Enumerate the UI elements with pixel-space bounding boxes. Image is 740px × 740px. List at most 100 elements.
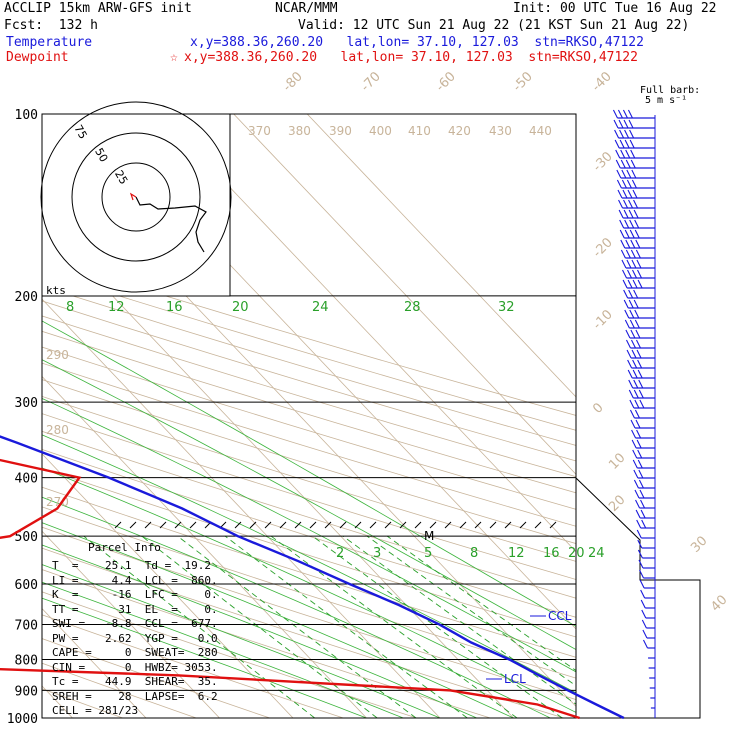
wind-barb-flag (631, 439, 637, 449)
wind-barb-flag (628, 209, 634, 219)
wind-barb-flag (637, 539, 643, 549)
mixing-ratio-line (141, 535, 378, 718)
wind-barb-flag (634, 489, 640, 499)
dry-adiabat-line (42, 330, 576, 494)
moist-adiabat-line (42, 320, 576, 627)
wind-barb-flag (629, 399, 635, 409)
wind-barb-flag (619, 229, 625, 239)
org-label: NCAR/MMM (275, 1, 338, 16)
isotherm-line (42, 298, 441, 718)
wind-barb-flag (625, 159, 631, 169)
init-time: Init: 00 UTC Tue 16 Aug 22 (513, 1, 717, 16)
dry-adiabat-line (42, 467, 576, 638)
isotherm-label: 0 (590, 400, 606, 416)
mixing-ratio-label: 3 (373, 546, 381, 561)
wind-barb-flag (629, 219, 635, 229)
wind-barb-flag (637, 459, 643, 469)
annotation-label: LCL (504, 672, 526, 686)
wind-barb-flag (629, 409, 635, 419)
adiabat-label: 370 (248, 124, 271, 138)
wind-barb-flag (629, 319, 635, 329)
adiabat-label: 420 (448, 124, 471, 138)
wind-barb-flag (631, 169, 637, 179)
wind-barb-flag (641, 609, 647, 619)
moist-adiabat-line (42, 522, 514, 718)
wind-barb-flag (631, 429, 637, 439)
adiabat-label: 390 (329, 124, 352, 138)
tick-mark (519, 521, 527, 529)
valid-time: Valid: 12 UTC Sun 21 Aug 22 (21 KST Sun … (298, 18, 690, 33)
mixing-ratio-line (342, 535, 576, 705)
wind-barb-flag (625, 239, 631, 249)
wind-barb-flag (631, 259, 637, 269)
wind-barb-flag (626, 349, 632, 359)
wind-barb-flag (640, 499, 646, 509)
dry-adiabat-lines (42, 257, 576, 718)
pressure-label: 900 (15, 684, 38, 699)
wind-barb-flag (635, 339, 641, 349)
wind-barb-flag (634, 309, 640, 319)
wind-barb-flag (630, 419, 636, 429)
wind-barb-flag (631, 349, 637, 359)
annotation-label: M (424, 529, 434, 543)
wind-barb-flag (619, 129, 625, 139)
wind-barb-flag (618, 199, 624, 209)
dry-adiabat-line (42, 449, 576, 618)
wind-barb-flag (630, 149, 636, 159)
wind-barb-flag (617, 109, 623, 119)
dry-adiabat-line (42, 526, 576, 700)
wind-barb-flag (615, 159, 621, 169)
wind-barb-flag (629, 129, 635, 139)
wind-barb-flag (625, 249, 631, 259)
parcel-info-row: SWI = -8.8 CCL = 677. (52, 617, 218, 630)
pressure-label: 700 (15, 618, 38, 633)
wind-barb-flag (622, 269, 628, 279)
wind-barb-flag (628, 199, 634, 209)
pressure-label: 1000 (7, 712, 38, 727)
wind-barb-flag (635, 499, 641, 509)
upper-ratio-label: 16 (166, 300, 183, 315)
wind-barb-flag (632, 189, 638, 199)
plot-frame (41, 113, 577, 719)
hodograph-ring (71, 132, 201, 262)
wind-barb-flag (629, 139, 635, 149)
wind-barb-flag (638, 559, 644, 569)
parcel-info-row: K = -16 LFC = 0. (52, 588, 218, 601)
wind-barb-flag (637, 359, 643, 369)
wind-barb-flag (627, 269, 633, 279)
wind-barb-flag (622, 279, 628, 289)
parcel-info-row: PW = 2.62 YGP = 0.0 (52, 631, 218, 645)
wind-barb-flag (625, 329, 631, 339)
wind-barb-flag (637, 449, 643, 459)
isotherm-line (233, 114, 576, 475)
wind-barb-flag (621, 179, 627, 189)
wind-barb-flag (633, 479, 639, 489)
tick-mark (144, 521, 152, 529)
wind-barb-flag (615, 149, 621, 159)
isotherm-label: -10 (590, 307, 616, 333)
moist-adiabat-line (42, 564, 441, 718)
wind-barb-flag (635, 329, 641, 339)
tick-mark (489, 521, 497, 529)
wind-barb-flag (632, 279, 638, 289)
wind-barb-flag (636, 349, 642, 359)
wind-barb-flag (625, 339, 631, 349)
wind-barb-flag (626, 259, 632, 269)
mixing-ratio-label: 24 (588, 546, 605, 561)
upper-ratio-label: 12 (108, 300, 125, 315)
mixing-ratio-label: 20 (568, 546, 585, 561)
dry-adiabat-line (42, 662, 197, 718)
wind-barb-flag (620, 239, 626, 249)
tick-mark (414, 521, 422, 529)
wind-barb-flag (633, 199, 639, 209)
dewpoint-line (0, 458, 580, 720)
parcel-info-row: TT = 31 EL = 0. (52, 602, 218, 616)
hodograph-ring (101, 162, 171, 232)
wind-barb-flag (640, 509, 646, 519)
wind-barb-flag (631, 179, 637, 189)
parcel-info-row: T = 25.1 Td = 19.2 (52, 559, 211, 572)
parcel-info-row: CIN = 0 HWBZ= 3053. (52, 660, 218, 674)
isotherm-line (42, 221, 515, 718)
